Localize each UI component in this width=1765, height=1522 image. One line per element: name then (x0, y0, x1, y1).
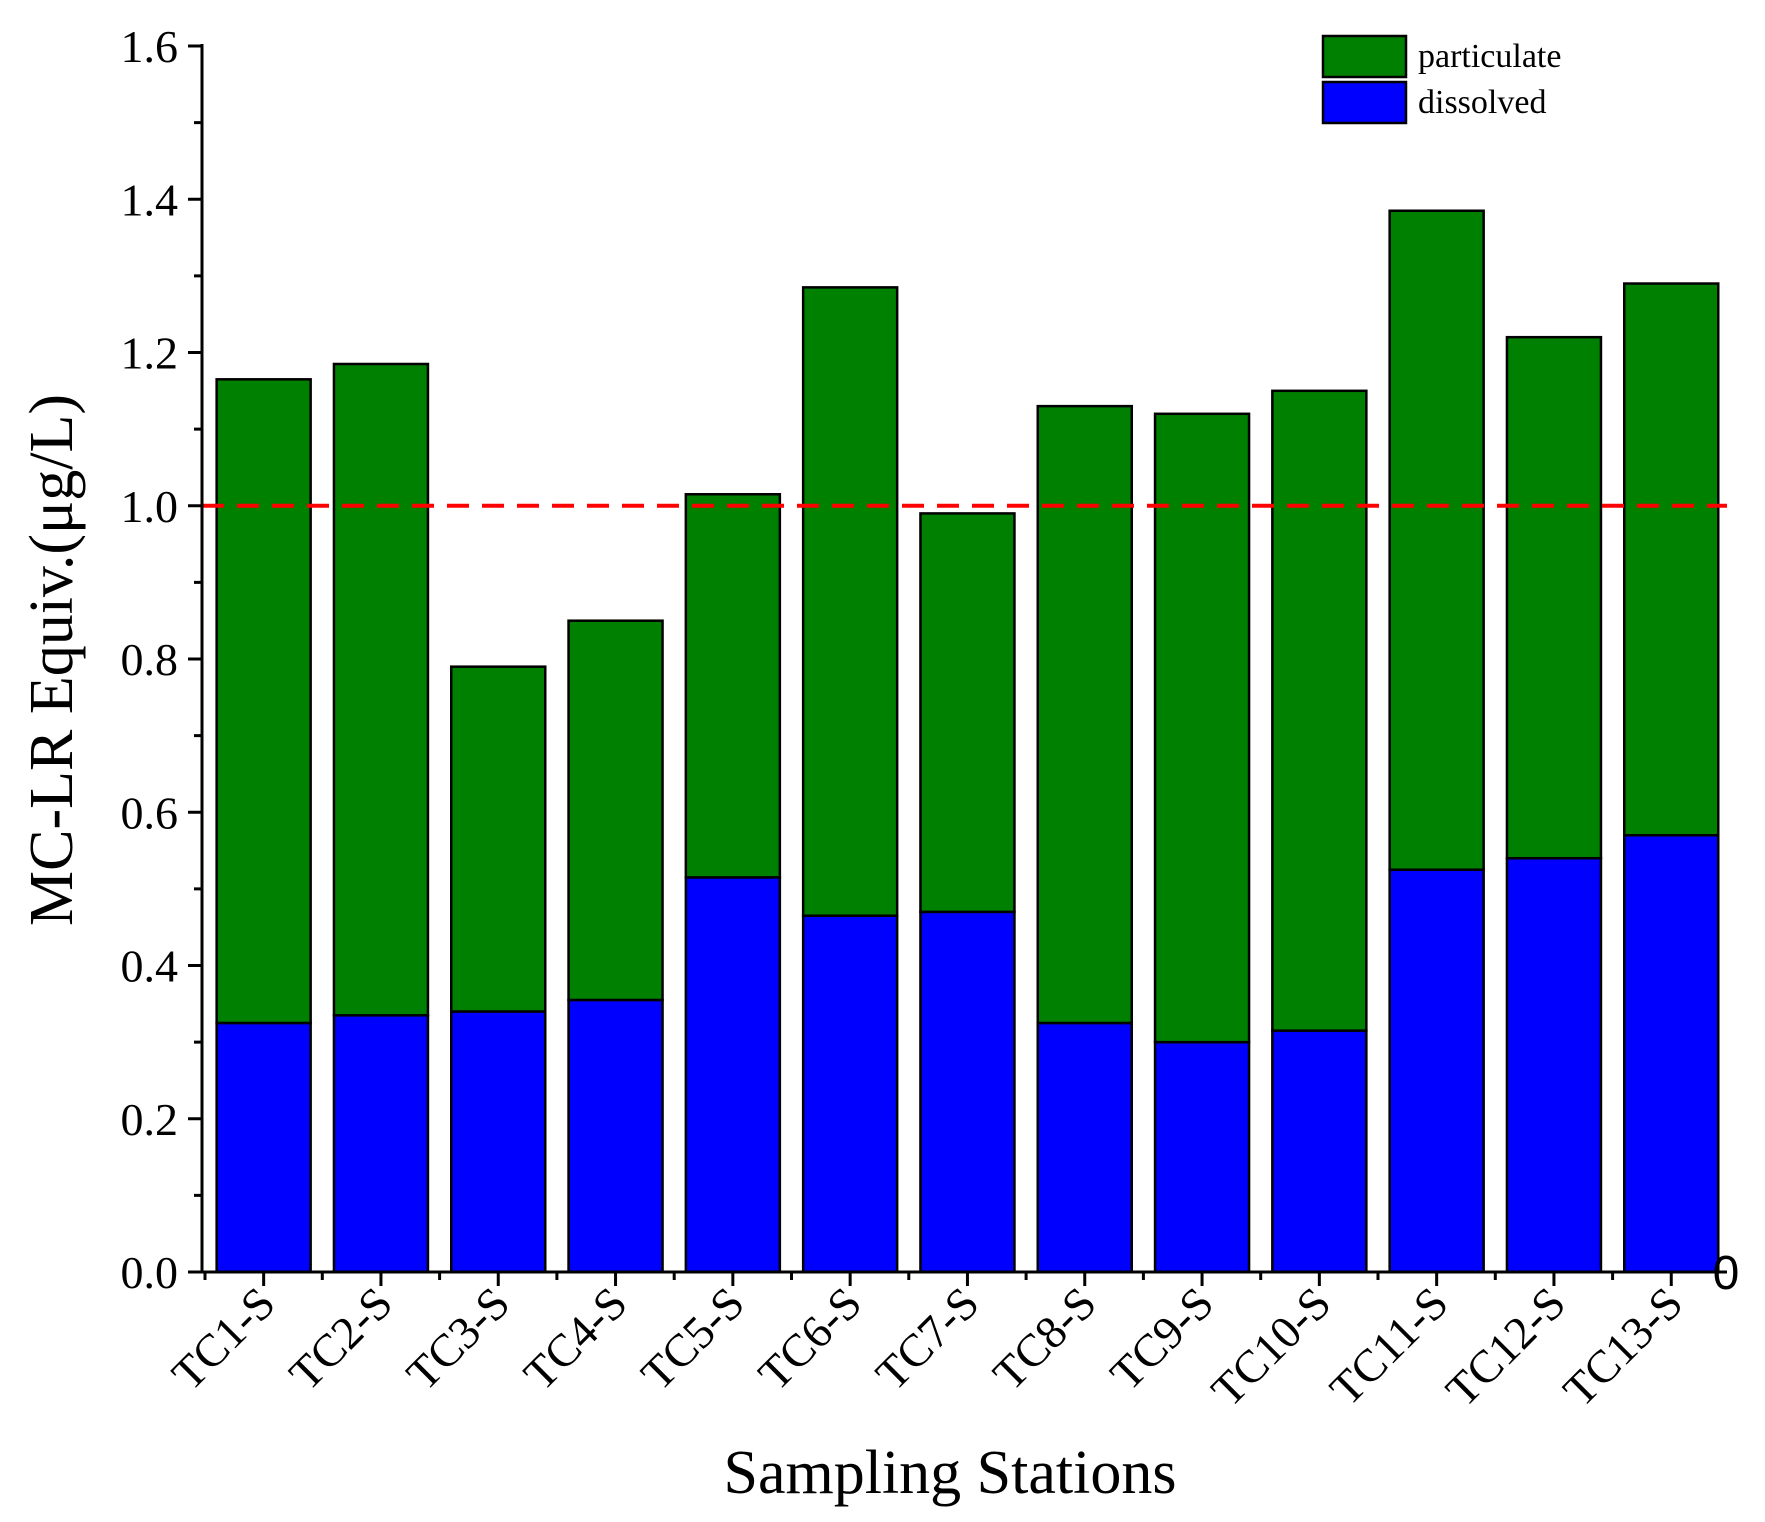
bar-particulate-TC12-S (1505, 335, 1603, 860)
bar-dissolved-TC3-S (450, 1010, 547, 1274)
x-tick-label: TC13-S (1553, 1277, 1692, 1416)
bar-dissolved-TC1-S (215, 1021, 312, 1274)
x-tick-label: TC5-S (631, 1277, 754, 1400)
bar-particulate-TC9-S (1153, 412, 1251, 1044)
x-axis-title: Sampling Stations (724, 1439, 1177, 1507)
y-axis-title: MC-LR Equiv.(μg/L) (18, 394, 86, 926)
bars-group (215, 209, 1720, 1274)
bar-particulate-TC13-S (1623, 282, 1720, 837)
y-tick-label: 0.4 (121, 941, 179, 992)
x-tick-label: TC12-S (1436, 1277, 1575, 1416)
bar-dissolved-TC7-S (919, 910, 1016, 1274)
y-tick-label: 1.6 (121, 21, 179, 72)
y-tick-label: 0.8 (121, 634, 179, 685)
right-axis-zero-label: 0 (1713, 1247, 1740, 1300)
x-tick-label: TC7-S (866, 1277, 989, 1400)
bar-particulate-TC5-S (684, 493, 782, 879)
bar-dissolved-TC5-S (684, 876, 782, 1274)
bar-particulate-TC1-S (215, 378, 312, 1025)
y-tick-label: 0.6 (121, 787, 179, 838)
bar-particulate-TC6-S (801, 286, 899, 917)
x-tick-label: TC1-S (162, 1277, 285, 1400)
y-tick-label: 1.4 (121, 174, 179, 225)
bar-dissolved-TC8-S (1036, 1021, 1133, 1274)
bar-dissolved-TC13-S (1623, 833, 1720, 1274)
legend-swatch-dissolved (1321, 80, 1408, 125)
bar-particulate-TC2-S (332, 362, 430, 1017)
legend-label-dissolved: dissolved (1418, 84, 1546, 121)
bar-dissolved-TC10-S (1271, 1029, 1368, 1274)
x-tick-label: TC11-S (1320, 1277, 1458, 1415)
x-tick-label: TC3-S (397, 1277, 520, 1400)
bar-dissolved-TC4-S (567, 998, 664, 1274)
bar-dissolved-TC9-S (1153, 1040, 1251, 1274)
legend: particulate dissolved (1321, 34, 1561, 125)
bar-particulate-TC11-S (1388, 209, 1485, 871)
bar-particulate-TC3-S (450, 665, 547, 1013)
y-tick-label: 1.2 (121, 328, 179, 379)
bar-dissolved-TC6-S (801, 914, 899, 1274)
y-tick-label: 0.2 (121, 1094, 179, 1145)
x-tick-label: TC8-S (983, 1277, 1106, 1400)
x-tick-label: TC6-S (748, 1277, 871, 1400)
x-tick-label: TC4-S (514, 1277, 637, 1400)
x-tick-label: TC10-S (1201, 1277, 1340, 1416)
legend-swatch-particulate (1321, 34, 1408, 79)
bar-dissolved-TC11-S (1388, 868, 1485, 1274)
bar-particulate-TC10-S (1271, 389, 1368, 1032)
bar-dissolved-TC12-S (1505, 856, 1603, 1274)
bar-particulate-TC7-S (919, 512, 1016, 914)
bar-particulate-TC8-S (1036, 404, 1133, 1025)
bar-particulate-TC4-S (567, 619, 664, 1002)
y-tick-label: 1.0 (121, 481, 179, 532)
bar-dissolved-TC2-S (332, 1014, 430, 1274)
y-tick-label: 0.0 (121, 1247, 179, 1298)
legend-label-particulate: particulate (1418, 38, 1561, 75)
x-tick-label: TC2-S (279, 1277, 402, 1400)
